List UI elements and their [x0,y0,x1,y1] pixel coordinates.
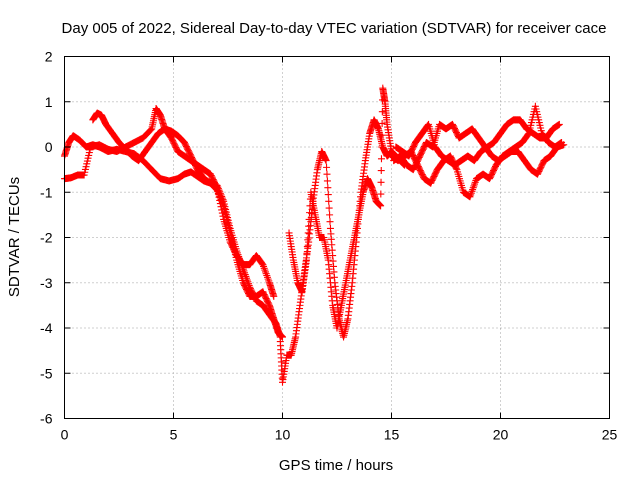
data-point [377,155,385,163]
data-point [424,121,432,129]
data-point [378,119,386,127]
grid [64,56,610,419]
series-trace-b [89,109,286,341]
data-point [378,131,386,139]
data-point [377,167,385,175]
y-tick-label: -6 [40,411,53,427]
data-point [218,209,226,217]
y-tick-label: -5 [40,365,53,381]
data-point [323,170,331,178]
data-point [279,333,286,341]
x-tick-label: 5 [170,427,178,443]
data-point [325,204,333,212]
data-point [215,193,223,201]
data-point [324,191,332,199]
data-point [214,187,222,195]
y-tick-label: -1 [40,184,53,200]
data-point [303,243,311,251]
x-tick-label: 15 [384,427,400,443]
data-point [304,229,312,237]
series-trace-e [285,84,395,332]
y-tick-label: 0 [45,139,53,155]
data-point [213,184,221,192]
x-tick-label: 25 [602,427,618,443]
data-point [302,256,310,264]
data-point [218,206,226,214]
data-marks [61,84,568,386]
chart-title: Day 005 of 2022, Sidereal Day-to-day VTE… [62,20,607,37]
data-point [326,211,334,219]
x-axis-label: GPS time / hours [279,457,393,474]
data-point [560,141,568,149]
x-tick-label: 20 [493,427,509,443]
data-point [325,197,333,205]
series-trace-f [388,102,566,201]
data-point [212,182,220,190]
y-tick-label: -4 [40,320,53,336]
data-point [377,202,385,210]
series-trace-c [61,105,278,300]
series-trace-g [392,116,563,169]
data-point [377,178,385,186]
data-point [304,236,312,244]
data-point [378,143,386,151]
axis-ticks: 0 5 10 15 20 25 -6 -5 -4 -3 -2 -1 0 1 2 [40,49,617,443]
data-point [216,200,224,208]
data-point [303,249,311,257]
data-point [323,177,331,185]
data-point [377,190,385,198]
data-point [217,203,225,211]
y-tick-label: -2 [40,230,53,246]
data-point [378,108,386,116]
x-tick-label: 0 [61,427,69,443]
x-tick-label: 10 [275,427,291,443]
data-point [216,196,224,204]
y-axis-label: SDTVAR / TECUs [6,177,23,297]
data-point [219,212,227,220]
series-trace-h [390,120,568,178]
data-point [323,163,331,171]
y-tick-label: 2 [45,49,53,65]
y-tick-label: 1 [45,94,53,110]
data-point [305,215,313,223]
y-tick-label: -3 [40,275,53,291]
data-point [555,120,563,128]
series-trace-a [61,132,284,341]
data-point [270,292,278,300]
data-point [147,126,155,134]
data-point [305,222,313,230]
data-point [324,184,332,192]
data-point [322,157,330,165]
data-point [214,190,222,198]
data-point [326,218,334,226]
series-trace-d [276,116,409,386]
